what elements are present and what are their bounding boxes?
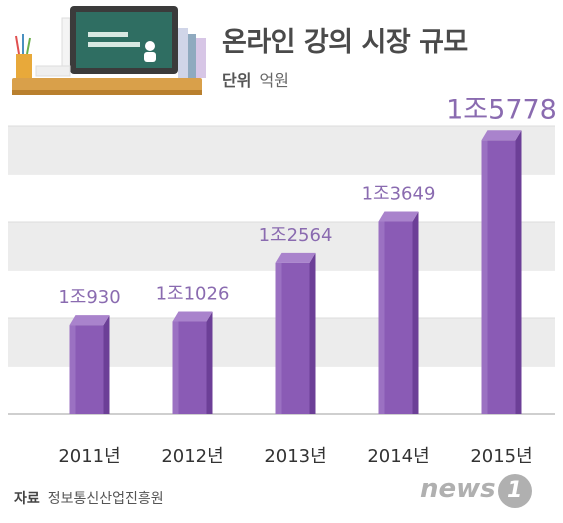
shelf xyxy=(12,78,202,92)
news1-logo: news 1 xyxy=(420,474,532,508)
bar-side xyxy=(309,252,316,414)
unit-note: 단위 억원 xyxy=(222,67,289,91)
unit-label: 단위 xyxy=(222,71,252,90)
bar-highlight xyxy=(69,325,76,414)
data-label: 1조3649 xyxy=(362,183,436,204)
bar-highlight xyxy=(275,262,282,414)
bar-side xyxy=(412,211,419,414)
source-value: 정보통신산업진흥원 xyxy=(47,491,164,507)
laptop-books-icon xyxy=(15,6,206,78)
shelf-edge xyxy=(12,90,202,95)
bar-side xyxy=(103,315,110,414)
bar-top xyxy=(69,315,110,326)
data-label: 1조5778 xyxy=(446,94,557,125)
data-label: 1조930 xyxy=(58,287,120,308)
unit-value: 억원 xyxy=(259,71,289,90)
bar-highlight xyxy=(172,321,179,414)
bar-chart: 1조930 2011년 1조1026 2012년 1조2564 2013년 1조3649 20… xyxy=(8,94,557,467)
grid-band xyxy=(8,126,555,174)
bar-top xyxy=(378,211,419,222)
bar-highlight xyxy=(378,221,385,414)
bar-top xyxy=(481,130,522,141)
bar-highlight xyxy=(481,140,488,414)
x-tick-label: 2015년 xyxy=(470,446,532,467)
bar-top xyxy=(275,252,316,263)
source-label: 자료 xyxy=(14,491,40,507)
bar-side xyxy=(515,130,522,414)
chart-title: 온라인 강의 시장 규모 xyxy=(222,27,468,58)
bar-side xyxy=(206,311,213,414)
data-label: 1조2564 xyxy=(259,225,333,246)
bar-top xyxy=(172,311,213,322)
logo-mark: 1 xyxy=(497,474,532,508)
x-tick-label: 2012년 xyxy=(161,446,223,467)
x-tick-label: 2013년 xyxy=(264,446,326,467)
header-illustration xyxy=(10,6,210,96)
logo-text: news xyxy=(420,474,496,504)
x-tick-label: 2014년 xyxy=(367,446,429,467)
x-tick-label: 2011년 xyxy=(58,446,120,467)
source-note: 자료 정보통신산업진흥원 xyxy=(14,488,164,508)
data-label: 1조1026 xyxy=(156,283,230,304)
